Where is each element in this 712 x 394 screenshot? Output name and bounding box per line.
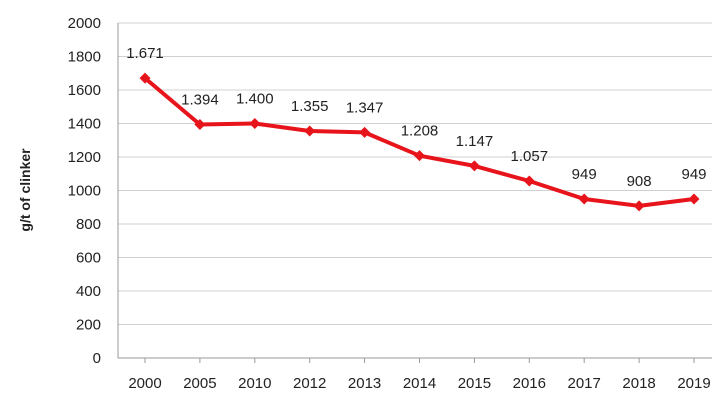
data-point-marker <box>688 193 700 205</box>
y-tick-labels: 0 200 400 600 800 1000 1200 1400 1600 1800 2000 <box>68 15 101 367</box>
y-tick-label: 1800 <box>68 49 101 66</box>
data-point-marker <box>523 175 535 187</box>
y-tick-label: 1400 <box>68 116 101 133</box>
data-label: 908 <box>627 173 652 190</box>
axes <box>117 23 712 363</box>
data-label: 1.355 <box>291 98 329 115</box>
data-point-marker <box>249 118 261 129</box>
data-point-marker <box>359 126 371 138</box>
x-tick-label: 2019 <box>677 375 710 392</box>
data-label: 949 <box>681 166 706 183</box>
data-point-marker <box>468 160 480 172</box>
data-point-marker <box>194 119 206 131</box>
data-point-marker <box>304 125 316 137</box>
y-tick-label: 600 <box>76 250 101 267</box>
x-tick-label: 2017 <box>568 375 601 392</box>
series-line <box>143 76 696 208</box>
x-tick-label: 2014 <box>403 375 436 392</box>
x-tick-label: 2010 <box>238 375 271 392</box>
data-point-marker <box>633 200 645 212</box>
data-label: 1.671 <box>126 45 164 62</box>
y-tick-label: 1200 <box>68 149 101 166</box>
data-labels: 1.671 1.394 1.400 1.355 1.347 1.208 1.147 1.057… <box>126 45 706 190</box>
y-tick-label: 200 <box>76 317 101 334</box>
data-label: 1.208 <box>401 123 439 140</box>
y-tick-label: 400 <box>76 283 101 300</box>
y-axis-label: g/t of clinker <box>17 148 33 232</box>
data-point-marker <box>578 193 590 205</box>
data-label: 949 <box>572 166 597 183</box>
x-tick-label: 2005 <box>183 375 216 392</box>
x-tick-labels: 2000 2005 2010 2012 2013 2014 2015 2016 2017 2018… <box>128 375 710 392</box>
data-label: 1.347 <box>346 99 384 116</box>
x-tick-label: 2015 <box>458 375 491 392</box>
data-label: 1.147 <box>456 133 494 150</box>
data-point-marker <box>414 150 425 162</box>
data-label: 1.394 <box>181 92 219 109</box>
y-tick-label: 1600 <box>68 82 101 99</box>
data-point-marker <box>139 72 151 84</box>
x-tick-label: 2012 <box>293 375 326 392</box>
y-tick-label: 2000 <box>68 15 101 32</box>
y-tick-label: 800 <box>76 216 101 233</box>
y-tick-label: 0 <box>93 350 101 367</box>
x-tick-label: 2018 <box>622 375 655 392</box>
x-tick-label: 2000 <box>128 375 161 392</box>
data-label: 1.057 <box>511 148 549 165</box>
x-tick-label: 2016 <box>513 375 546 392</box>
y-tick-label: 1000 <box>68 183 101 200</box>
series-layer <box>139 72 700 212</box>
gridlines <box>118 22 712 325</box>
x-tick-label: 2013 <box>348 375 381 392</box>
data-label: 1.400 <box>236 91 274 108</box>
